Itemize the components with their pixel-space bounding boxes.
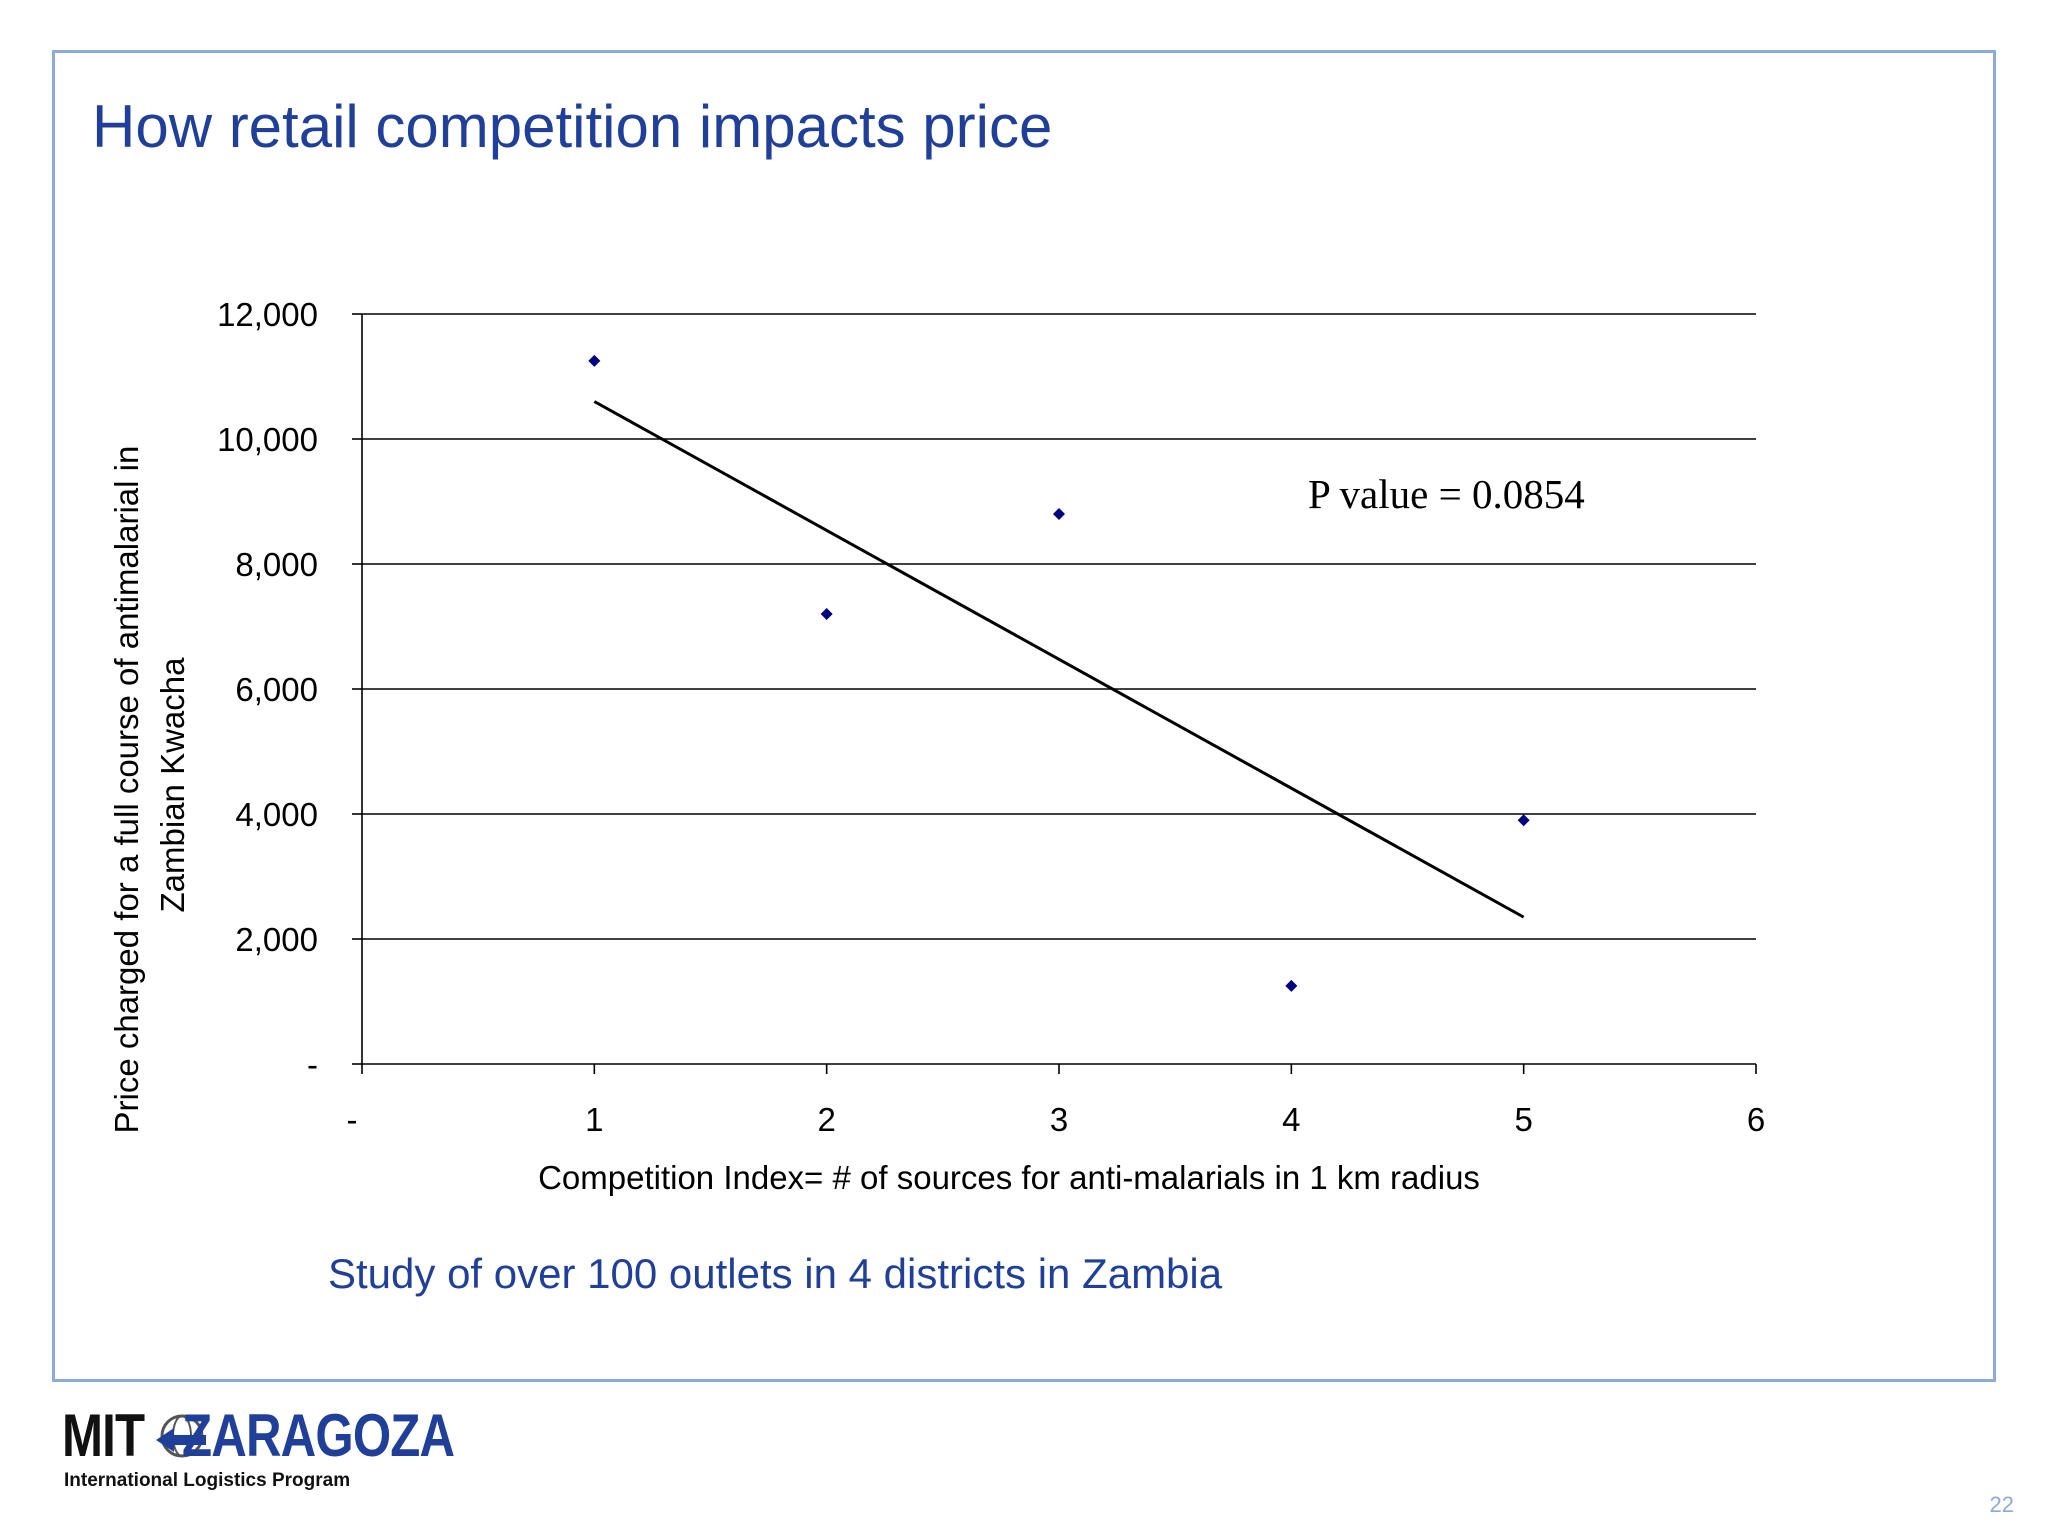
grid-lines — [362, 313, 1756, 940]
y-tick-label: 10,000 — [217, 421, 318, 458]
y-tick-label: 2,000 — [235, 921, 318, 958]
axes — [352, 313, 1757, 1074]
data-point — [820, 608, 833, 620]
trendline-layer — [593, 400, 1525, 919]
tick-labels: - 2,000 4,000 6,000 8,000 10,000 12,000 - 1 2 3 4 5 6 — [217, 296, 1765, 1138]
data-point — [1053, 508, 1065, 520]
x-tick-label: 6 — [1747, 1101, 1765, 1138]
y-axis-title: Price charged for a full course of antim… — [108, 437, 191, 1134]
data-point — [1517, 814, 1530, 827]
trendline — [593, 400, 1525, 919]
x-tick-label: 1 — [585, 1101, 603, 1138]
data-point — [1285, 979, 1298, 992]
mit-zaragoza-logo: MIT ZARAGOZA International Logistics Pro… — [62, 1402, 455, 1496]
logo-mit-text: MIT — [62, 1402, 145, 1469]
slide-title: How retail competition impacts price — [92, 93, 1053, 160]
x-tick-label: - — [347, 1101, 358, 1138]
y-tick-label: 6,000 — [235, 671, 318, 708]
y-tick-label: 12,000 — [217, 296, 318, 333]
slide-frame — [52, 50, 1996, 1382]
y-axis-title-line-1: Price charged for a full course of antim… — [108, 446, 145, 1134]
y-tick-label: 8,000 — [235, 546, 318, 583]
page-number: 22 — [1989, 1492, 2014, 1517]
y-axis-title-line-2: Zambian Kwacha — [154, 657, 191, 913]
data-point — [588, 354, 601, 367]
data-points — [588, 354, 1530, 992]
y-tick-label: 4,000 — [235, 796, 318, 833]
x-tick-label: 2 — [817, 1101, 835, 1138]
x-tick-label: 3 — [1050, 1101, 1068, 1138]
globe-arrow-icon — [156, 1414, 206, 1458]
y-tick-label: - — [307, 1046, 318, 1083]
slide-subtitle: Study of over 100 outlets in 4 districts… — [328, 1250, 1223, 1297]
p-value-annotation: P value = 0.0854 — [1308, 471, 1585, 517]
logo-zaragoza-text: ZARAGOZA — [182, 1402, 455, 1469]
x-tick-label: 4 — [1282, 1101, 1300, 1138]
logo-program-text: International Logistics Program — [64, 1470, 351, 1491]
x-axis-title: Competition Index= # of sources for anti… — [538, 1159, 1480, 1196]
x-tick-label: 5 — [1514, 1101, 1532, 1138]
